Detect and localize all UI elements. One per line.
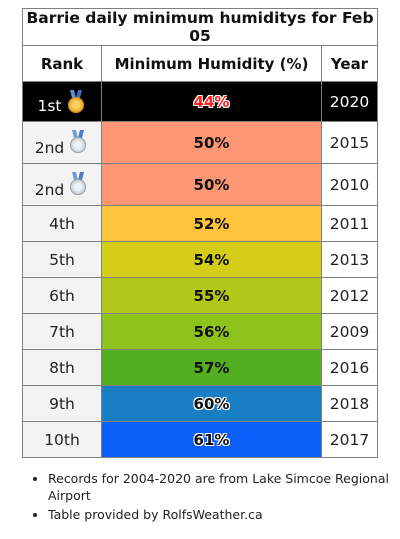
- note-item: Table provided by RolfsWeather.ca: [48, 506, 400, 523]
- silver-medal-icon: [67, 129, 89, 155]
- humidity-cell: 55%: [101, 277, 322, 314]
- silver-medal-icon: [67, 171, 89, 197]
- records-table: Barrie daily minimum humiditys for Feb 0…: [21, 8, 379, 458]
- rank-cell: 10th: [22, 421, 102, 458]
- table-title: Barrie daily minimum humiditys for Feb 0…: [21, 8, 379, 46]
- humidity-cell: 54%: [101, 241, 322, 278]
- table-row: 2nd 50% 2015: [22, 121, 379, 164]
- column-header-minimum-humidity: Minimum Humidity (%): [101, 45, 322, 82]
- year-cell: 2018: [320, 385, 379, 422]
- year-cell: 2009: [320, 313, 379, 350]
- year-cell: 2016: [320, 349, 379, 386]
- rank-cell: 2nd: [22, 121, 102, 164]
- table-row: 2nd 50% 2010: [22, 163, 379, 206]
- notes-list: Records for 2004-2020 are from Lake Simc…: [30, 470, 400, 525]
- rank-label: 2nd: [34, 138, 65, 157]
- rank-cell: 7th: [22, 313, 102, 350]
- table-row: 1st 44% 2020: [22, 81, 379, 122]
- gold-medal-icon: [65, 89, 87, 115]
- rank-cell: 2nd: [22, 163, 102, 206]
- rank-label: 1st: [37, 96, 62, 115]
- rank-cell: 4th: [22, 205, 102, 242]
- year-cell: 2010: [320, 163, 379, 206]
- table-row: 10th 61% 2017: [22, 421, 379, 458]
- rank-cell: 8th: [22, 349, 102, 386]
- rank-cell: 9th: [22, 385, 102, 422]
- humidity-cell: 50%: [101, 163, 322, 206]
- column-header-rank: Rank: [22, 45, 102, 82]
- humidity-cell: 52%: [101, 205, 322, 242]
- column-header-year: Year: [320, 45, 379, 82]
- rank-label: 2nd: [34, 180, 65, 199]
- table-row: 9th 60% 2018: [22, 385, 379, 422]
- humidity-cell: 44%: [101, 81, 322, 122]
- table-row: 7th 56% 2009: [22, 313, 379, 350]
- year-cell: 2020: [320, 81, 379, 122]
- humidity-cell: 50%: [101, 121, 322, 164]
- rank-cell: 1st: [22, 81, 102, 122]
- year-cell: 2015: [320, 121, 379, 164]
- table-row: 5th 54% 2013: [22, 241, 379, 278]
- rank-cell: 6th: [22, 277, 102, 314]
- table-row: 6th 55% 2012: [22, 277, 379, 314]
- note-item: Records for 2004-2020 are from Lake Simc…: [48, 470, 400, 504]
- humidity-cell: 60%: [101, 385, 322, 422]
- year-cell: 2011: [320, 205, 379, 242]
- table-row: 8th 57% 2016: [22, 349, 379, 386]
- humidity-cell: 57%: [101, 349, 322, 386]
- humidity-cell: 61%: [101, 421, 322, 458]
- table-row: 4th 52% 2011: [22, 205, 379, 242]
- year-cell: 2012: [320, 277, 379, 314]
- rank-cell: 5th: [22, 241, 102, 278]
- humidity-cell: 56%: [101, 313, 322, 350]
- year-cell: 2017: [320, 421, 379, 458]
- year-cell: 2013: [320, 241, 379, 278]
